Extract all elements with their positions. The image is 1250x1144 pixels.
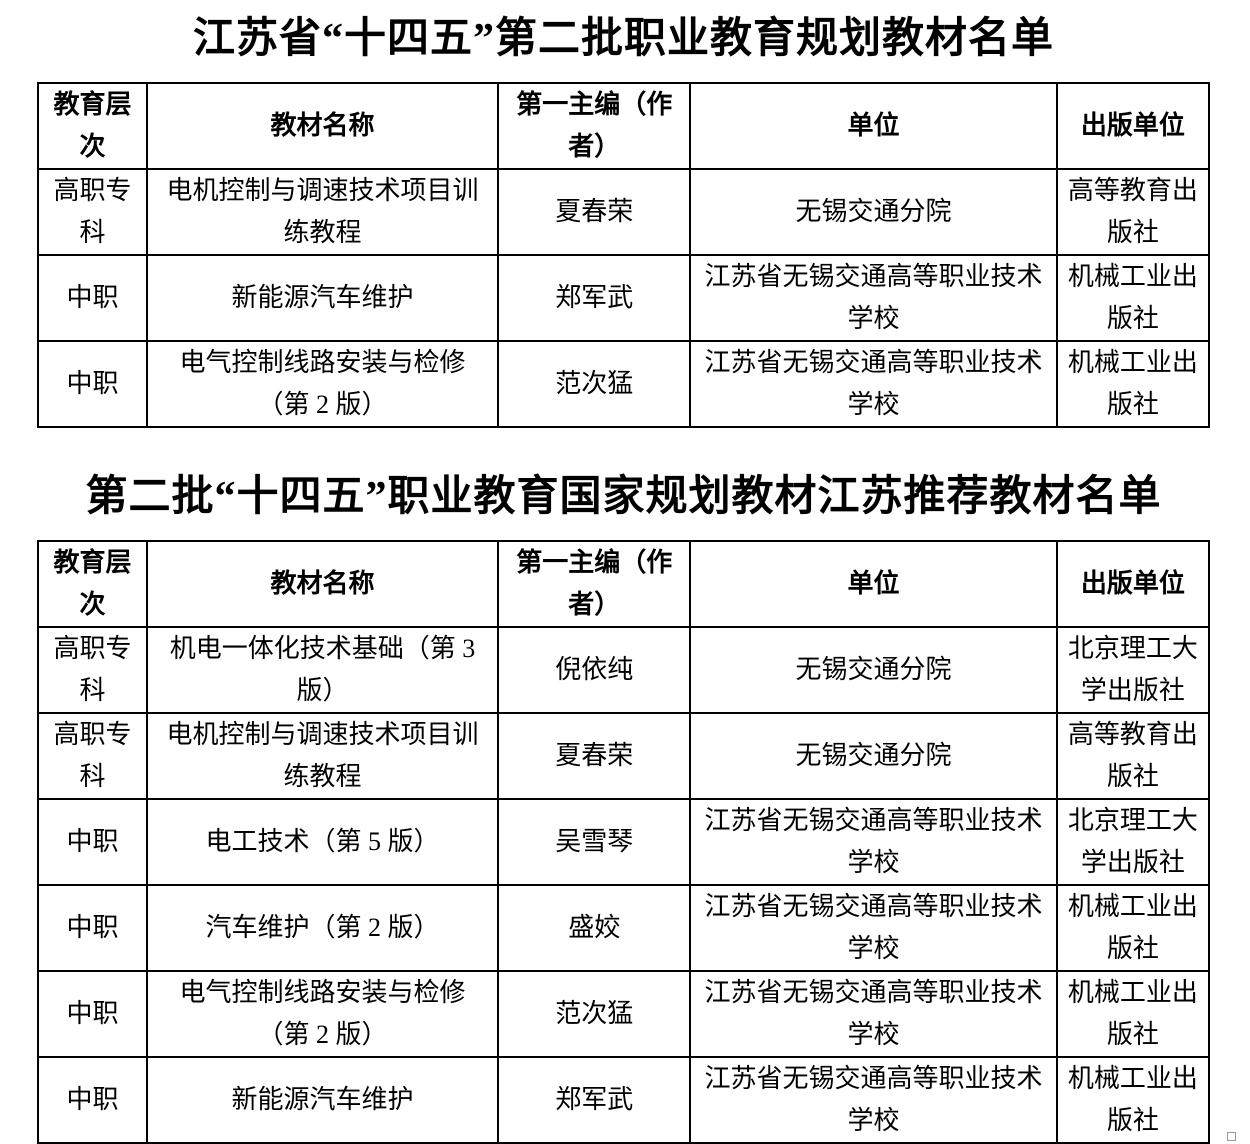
anchor-square-artifact [1227, 1132, 1236, 1141]
table-cell: 机械工业出版社 [1055, 340, 1211, 428]
header-cell: 出版单位 [1055, 82, 1211, 170]
table-cell: 中职 [37, 254, 148, 342]
table-row: 中职 新能源汽车维护 郑军武 江苏省无锡交通高等职业技术学校 机械工业出版社 [37, 254, 1211, 342]
table-cell: 无锡交通分院 [689, 626, 1058, 714]
table-cell: 高职专科 [37, 168, 148, 256]
table-cell: 高职专科 [37, 712, 148, 800]
table-cell: 范次猛 [497, 340, 692, 428]
table-cell: 机械工业出版社 [1055, 884, 1211, 972]
table-row: 高职专科 机电一体化技术基础（第 3 版） 倪依纯 无锡交通分院 北京理工大学出版社 [37, 626, 1211, 714]
table-cell: 中职 [37, 970, 148, 1058]
table-2-body: 高职专科 机电一体化技术基础（第 3 版） 倪依纯 无锡交通分院 北京理工大学出版社 高职… [37, 626, 1211, 1144]
table-cell: 郑军武 [497, 254, 692, 342]
table-cell: 江苏省无锡交通高等职业技术学校 [689, 254, 1058, 342]
table-cell: 北京理工大学出版社 [1055, 626, 1211, 714]
table-cell: 高等教育出版社 [1055, 712, 1211, 800]
table-cell: 夏春荣 [497, 712, 692, 800]
header-cell: 第一主编（作者） [497, 540, 692, 628]
header-cell: 教育层次 [37, 82, 148, 170]
table-cell: 中职 [37, 884, 148, 972]
header-row: 教育层次 教材名称 第一主编（作者） 单位 出版单位 [37, 540, 1211, 628]
table-cell: 中职 [37, 798, 148, 886]
table-cell: 高职专科 [37, 626, 148, 714]
table-2-header: 教育层次 教材名称 第一主编（作者） 单位 出版单位 [37, 540, 1211, 628]
table-cell: 盛姣 [497, 884, 692, 972]
table-row: 中职 电气控制线路安装与检修（第 2 版） 范次猛 江苏省无锡交通高等职业技术学校 机械… [37, 340, 1211, 428]
table-cell: 北京理工大学出版社 [1055, 798, 1211, 886]
header-cell: 教材名称 [145, 82, 500, 170]
table-1-title: 江苏省“十四五”第二批职业教育规划教材名单 [192, 16, 1054, 62]
table-cell: 汽车维护（第 2 版） [145, 884, 500, 972]
header-cell: 教材名称 [145, 540, 500, 628]
table-row: 中职 新能源汽车维护 郑军武 江苏省无锡交通高等职业技术学校 机械工业出版社 [37, 1056, 1211, 1144]
table-cell: 江苏省无锡交通高等职业技术学校 [689, 884, 1058, 972]
table-cell: 吴雪琴 [497, 798, 692, 886]
table-1-header: 教育层次 教材名称 第一主编（作者） 单位 出版单位 [37, 82, 1211, 170]
table-row: 中职 电工技术（第 5 版） 吴雪琴 江苏省无锡交通高等职业技术学校 北京理工大学出版社 [37, 798, 1211, 886]
table-1-body: 高职专科 电机控制与调速技术项目训练教程 夏春荣 无锡交通分院 高等教育出版社 中职 新能源… [37, 168, 1211, 428]
table-cell: 江苏省无锡交通高等职业技术学校 [689, 1056, 1058, 1144]
document-body: 江苏省“十四五”第二批职业教育规划教材名单 教育层次 教材名称 第一主编（作者） 单位… [37, 0, 1211, 1144]
table-cell: 新能源汽车维护 [145, 1056, 500, 1144]
table-cell: 新能源汽车维护 [145, 254, 500, 342]
header-cell: 教育层次 [37, 540, 148, 628]
table-cell: 郑军武 [497, 1056, 692, 1144]
table-cell: 电气控制线路安装与检修（第 2 版） [145, 970, 500, 1058]
table-cell: 江苏省无锡交通高等职业技术学校 [689, 798, 1058, 886]
table-cell: 中职 [37, 1056, 148, 1144]
table-cell: 倪依纯 [497, 626, 692, 714]
table-cell: 电机控制与调速技术项目训练教程 [145, 168, 500, 256]
table-cell: 范次猛 [497, 970, 692, 1058]
table-2-title: 第二批“十四五”职业教育国家规划教材江苏推荐教材名单 [85, 474, 1162, 520]
header-cell: 出版单位 [1055, 540, 1211, 628]
table-cell: 电工技术（第 5 版） [145, 798, 500, 886]
header-cell: 单位 [689, 82, 1058, 170]
table-cell: 江苏省无锡交通高等职业技术学校 [689, 340, 1058, 428]
table-cell: 夏春荣 [497, 168, 692, 256]
table-cell: 电气控制线路安装与检修（第 2 版） [145, 340, 500, 428]
header-row: 教育层次 教材名称 第一主编（作者） 单位 出版单位 [37, 82, 1211, 170]
table-cell: 机电一体化技术基础（第 3 版） [145, 626, 500, 714]
table-cell: 无锡交通分院 [689, 712, 1058, 800]
table-cell: 电机控制与调速技术项目训练教程 [145, 712, 500, 800]
table-cell: 中职 [37, 340, 148, 428]
table-row: 高职专科 电机控制与调速技术项目训练教程 夏春荣 无锡交通分院 高等教育出版社 [37, 168, 1211, 256]
textbook-table-2: 教育层次 教材名称 第一主编（作者） 单位 出版单位 高职专科 机电一体化技术基础（第 3… [37, 540, 1211, 1144]
header-cell: 第一主编（作者） [497, 82, 692, 170]
table-row: 高职专科 电机控制与调速技术项目训练教程 夏春荣 无锡交通分院 高等教育出版社 [37, 712, 1211, 800]
table-cell: 机械工业出版社 [1055, 254, 1211, 342]
textbook-table-1: 教育层次 教材名称 第一主编（作者） 单位 出版单位 高职专科 电机控制与调速技术项目训练… [37, 82, 1211, 428]
table-cell: 无锡交通分院 [689, 168, 1058, 256]
table-row: 中职 汽车维护（第 2 版） 盛姣 江苏省无锡交通高等职业技术学校 机械工业出版社 [37, 884, 1211, 972]
table-row: 中职 电气控制线路安装与检修（第 2 版） 范次猛 江苏省无锡交通高等职业技术学校 机械… [37, 970, 1211, 1058]
table-cell: 机械工业出版社 [1055, 1056, 1211, 1144]
table-cell: 高等教育出版社 [1055, 168, 1211, 256]
header-cell: 单位 [689, 540, 1058, 628]
table-cell: 江苏省无锡交通高等职业技术学校 [689, 970, 1058, 1058]
table-cell: 机械工业出版社 [1055, 970, 1211, 1058]
